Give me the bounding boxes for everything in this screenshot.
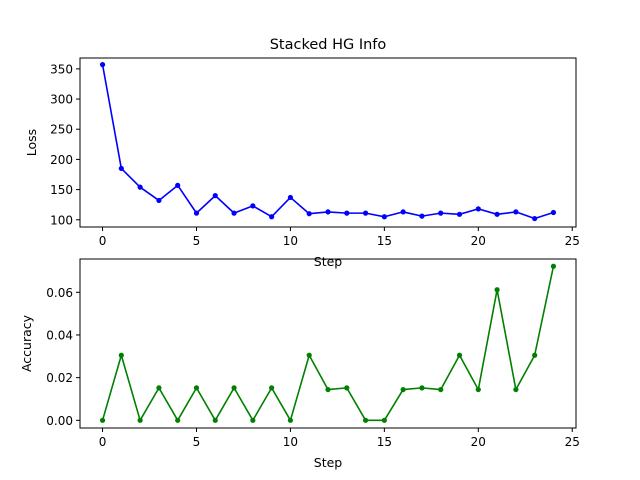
accuracy-x-tick-label: 10: [283, 435, 298, 449]
loss-x-axis-label: Step: [314, 254, 343, 269]
loss-data-point: [118, 165, 124, 172]
loss-y-tick-label: 200: [50, 153, 73, 167]
loss-data-point: [156, 197, 162, 204]
accuracy-data-point: [306, 352, 312, 358]
loss-y-tick-label: 300: [50, 93, 73, 107]
loss-data-point: [494, 211, 500, 217]
accuracy-data-point: [193, 385, 200, 391]
loss-data-point: [344, 210, 350, 216]
accuracy-axes-frame: [79, 258, 577, 429]
loss-data-point: [175, 182, 181, 188]
loss-data-point: [532, 215, 538, 222]
loss-y-tick-label: 100: [50, 213, 73, 227]
loss-y-tick-label: 250: [50, 123, 73, 137]
loss-data-point: [212, 193, 218, 199]
accuracy-data-point: [287, 417, 294, 423]
loss-x-tick-label: 15: [377, 234, 392, 248]
loss-x-tick-label: 20: [471, 234, 486, 248]
accuracy-data-point: [438, 386, 444, 393]
accuracy-data-point: [137, 417, 143, 423]
accuracy-x-tick-label: 5: [193, 435, 201, 449]
accuracy-subplot: 0 5 10 15 20 25 0.00 0.02 0.04 0.06 Step Accuracy: [19, 258, 580, 470]
accuracy-data-point: [381, 417, 387, 423]
accuracy-y-tick-label: 0.04: [46, 328, 73, 342]
accuracy-data-point: [456, 352, 463, 358]
accuracy-data-point: [325, 386, 331, 393]
accuracy-y-axis-label: Accuracy: [19, 314, 34, 372]
accuracy-data-point: [175, 417, 181, 423]
accuracy-data-point: [550, 263, 557, 269]
loss-data-point: [99, 62, 106, 68]
accuracy-x-tick-label: 25: [565, 435, 580, 449]
loss-x-tick-label: 10: [283, 234, 298, 248]
accuracy-x-tick-label: 20: [471, 435, 486, 449]
accuracy-data-point: [231, 385, 237, 391]
accuracy-data-point: [118, 352, 124, 358]
loss-data-point: [438, 210, 444, 216]
accuracy-data-point: [250, 417, 256, 423]
loss-y-axis-label: Loss: [24, 129, 39, 156]
loss-data-point: [193, 210, 200, 216]
accuracy-x-tick-label: 15: [377, 435, 392, 449]
loss-y-tick-label: 350: [50, 62, 73, 76]
accuracy-data-point: [475, 386, 481, 393]
figure-title: Stacked HG Info: [270, 37, 387, 53]
loss-data-point: [269, 214, 275, 220]
accuracy-y-tick-label: 0.02: [46, 371, 73, 385]
accuracy-data-point: [212, 417, 218, 423]
accuracy-data-point: [494, 287, 500, 293]
loss-data-point: [250, 203, 256, 209]
loss-data-point: [362, 210, 369, 216]
accuracy-data-point: [513, 386, 519, 393]
accuracy-x-tick-label: 0: [99, 435, 107, 449]
accuracy-data-point: [362, 417, 369, 423]
loss-data-point: [419, 213, 425, 219]
loss-data-point: [231, 210, 237, 216]
loss-data-point: [513, 209, 519, 215]
loss-y-tick-label: 150: [50, 183, 73, 197]
loss-data-point: [475, 206, 481, 212]
loss-x-tick-label: 5: [193, 234, 201, 248]
loss-data-point: [381, 214, 387, 220]
loss-x-tick-label: 0: [99, 234, 107, 248]
accuracy-x-axis-label: Step: [314, 455, 343, 470]
loss-data-point: [325, 209, 331, 215]
loss-data-point: [306, 211, 312, 217]
accuracy-data-point: [532, 352, 538, 358]
accuracy-data-point: [344, 385, 350, 391]
loss-subplot: 0 5 10 15 20 25 100 150 200 250 300 350 Step Loss: [24, 57, 580, 269]
accuracy-data-point: [156, 385, 162, 391]
loss-data-point: [456, 211, 463, 217]
accuracy-y-tick-label: 0.00: [46, 414, 73, 428]
accuracy-y-tick-label: 0.06: [46, 286, 73, 300]
accuracy-data-point: [419, 385, 425, 391]
accuracy-data-point: [269, 385, 275, 391]
loss-data-point: [550, 209, 557, 216]
loss-data-point: [137, 184, 143, 190]
loss-data-point: [400, 209, 406, 215]
loss-axes-frame: [79, 57, 577, 228]
accuracy-data-point: [400, 386, 406, 393]
loss-x-tick-label: 25: [565, 234, 580, 248]
accuracy-data-point: [99, 417, 106, 423]
loss-data-point: [287, 194, 294, 201]
